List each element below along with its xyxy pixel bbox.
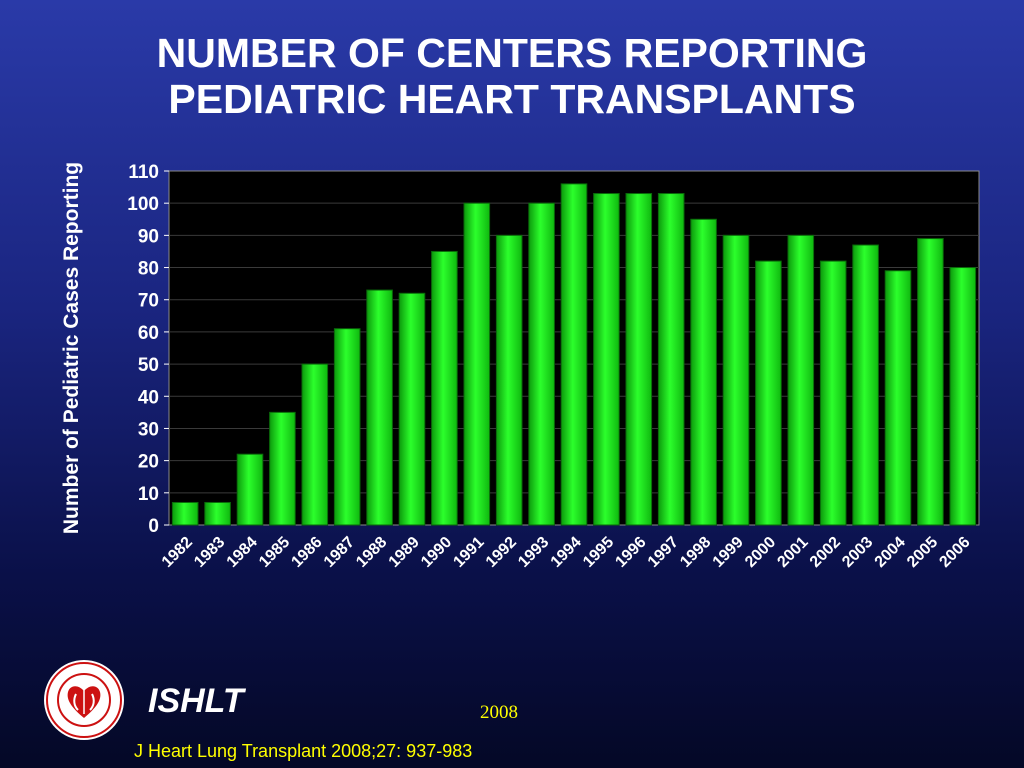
chart-title: NUMBER OF CENTERS REPORTING PEDIATRIC HE… xyxy=(0,30,1024,122)
bar-1986 xyxy=(301,363,329,526)
bar-2001 xyxy=(787,234,815,526)
bar-1988 xyxy=(366,289,393,526)
bar-2000 xyxy=(755,260,782,526)
y-tick-label: 20 xyxy=(138,452,159,473)
x-tick-label: 1990 xyxy=(418,534,455,571)
ishlt-logo-icon xyxy=(44,660,124,740)
bar-2005 xyxy=(917,238,944,526)
bar-1995 xyxy=(593,193,620,526)
bar-1984 xyxy=(236,453,264,526)
x-tick-label: 1997 xyxy=(645,534,682,571)
y-tick-label: 100 xyxy=(127,194,159,215)
x-tick-label: 1992 xyxy=(483,534,520,571)
bar-2006 xyxy=(949,267,977,526)
bar-1992 xyxy=(495,234,523,526)
y-tick-label: 40 xyxy=(138,387,159,408)
x-tick-label: 1993 xyxy=(515,534,552,571)
bar-1993 xyxy=(528,202,555,526)
x-tick-label: 1995 xyxy=(580,534,617,571)
bar-1982 xyxy=(171,501,199,526)
x-tick-label: 2003 xyxy=(839,534,876,571)
y-tick-label: 10 xyxy=(138,484,159,505)
bar-1985 xyxy=(269,411,296,526)
bar-1999 xyxy=(722,234,750,526)
y-tick-label: 0 xyxy=(148,516,159,537)
bar-1996 xyxy=(625,193,653,526)
title-line-2: PEDIATRIC HEART TRANSPLANTS xyxy=(168,76,856,122)
x-tick-label: 2002 xyxy=(807,534,844,571)
bar-1989 xyxy=(398,292,426,526)
x-tick-label: 1989 xyxy=(386,534,423,571)
x-tick-label: 1984 xyxy=(224,534,261,571)
y-tick-label: 90 xyxy=(138,226,159,247)
y-tick-label: 110 xyxy=(128,162,159,183)
x-tick-label: 1991 xyxy=(450,534,487,571)
y-tick-label: 50 xyxy=(138,355,159,376)
x-tick-label: 2006 xyxy=(936,534,973,571)
bar-1997 xyxy=(657,193,685,526)
title-line-1: NUMBER OF CENTERS REPORTING xyxy=(156,30,868,76)
x-tick-label: 1985 xyxy=(256,534,293,571)
x-tick-label: 1988 xyxy=(353,534,390,571)
x-tick-label: 2000 xyxy=(742,534,779,571)
publication-year: 2008 xyxy=(480,702,518,723)
x-tick-label: 1982 xyxy=(159,534,196,571)
bar-1998 xyxy=(690,218,717,526)
x-tick-label: 1999 xyxy=(710,534,747,571)
bar-1990 xyxy=(431,250,458,526)
x-tick-label: 2005 xyxy=(904,534,941,571)
x-tick-label: 1986 xyxy=(288,534,325,571)
bar-2002 xyxy=(819,260,847,526)
y-tick-label: 70 xyxy=(138,291,159,312)
bar-2003 xyxy=(852,244,879,526)
x-tick-label: 1983 xyxy=(191,534,228,571)
x-tick-label: 2004 xyxy=(872,534,909,571)
y-tick-label: 80 xyxy=(138,259,159,280)
bar-1983 xyxy=(204,501,231,526)
x-tick-label: 1996 xyxy=(612,534,649,571)
citation: J Heart Lung Transplant 2008;27: 937-983 xyxy=(134,741,473,761)
x-tick-label: 1994 xyxy=(548,534,585,571)
bar-2004 xyxy=(884,270,912,526)
y-tick-label: 60 xyxy=(138,323,159,344)
bar-1991 xyxy=(463,202,491,526)
bar-1987 xyxy=(333,328,361,526)
x-tick-label: 1987 xyxy=(321,534,358,571)
bar-1994 xyxy=(560,183,588,526)
org-name: ISHLT xyxy=(148,682,244,720)
x-tick-label: 2001 xyxy=(774,534,811,571)
y-tick-label: 30 xyxy=(138,419,159,440)
x-tick-label: 1998 xyxy=(677,534,714,571)
